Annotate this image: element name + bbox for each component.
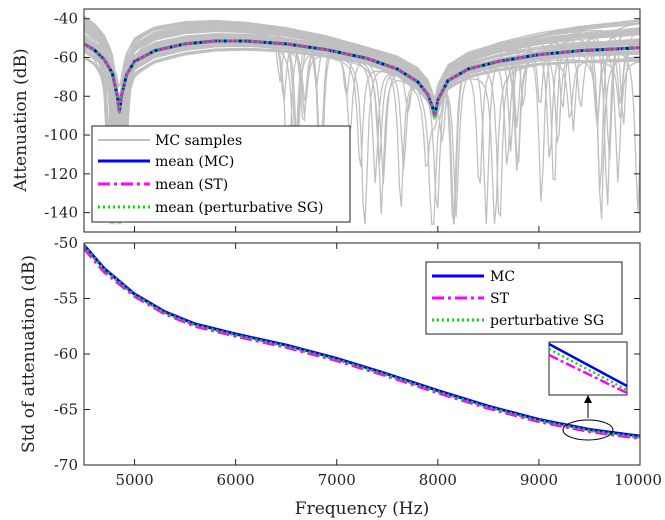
mc-sample-line <box>84 17 640 181</box>
panel2-series <box>84 244 640 440</box>
mc-sample-line <box>84 24 640 174</box>
panel2-ytick-label: -60 <box>54 345 78 363</box>
legend-mc-label: MC <box>490 269 515 285</box>
panel2-ytick-label: -65 <box>54 401 78 419</box>
legend-2: MC ST perturbative SG <box>425 261 623 335</box>
panel1-series-mean-perturbative-sg- <box>84 39 640 118</box>
mc-sample-line <box>84 27 640 217</box>
panel1-ytick-label: -100 <box>44 126 78 144</box>
legend-mean-st-label: mean (ST) <box>155 177 228 193</box>
xlabel-frequency: Frequency (Hz) <box>295 499 429 519</box>
zoom-ellipse <box>562 419 614 441</box>
legend-mean-sg-label: mean (perturbative SG) <box>155 200 323 216</box>
panel2-xtick-label: 5000 <box>115 471 153 489</box>
panel2-xtick-label: 10000 <box>614 471 662 489</box>
legend-sg-label: perturbative SG <box>490 313 604 329</box>
ylabel-std: Std of attenuation (dB) <box>19 255 39 453</box>
legend-1: MC samples mean (MC) mean (ST) mean (per… <box>91 125 351 223</box>
panel1-ytick-label: -40 <box>54 10 78 28</box>
panel2-xtick-label: 9000 <box>520 471 558 489</box>
panel2-yticks: -50 -55 -60 -65 -70 <box>54 234 640 474</box>
zoom-inset-st-line <box>548 353 628 395</box>
legend-mean-mc-label: mean (MC) <box>155 154 234 170</box>
ylabel-attenuation: Attenuation (dB) <box>11 48 31 192</box>
zoom-inset-mc-line <box>548 342 628 388</box>
panel2-xtick-label: 7000 <box>318 471 356 489</box>
panel1-ytick-label: -140 <box>44 204 78 222</box>
mc-sample-line <box>84 42 640 225</box>
mc-sample-line <box>84 35 640 163</box>
panel1-series <box>84 39 640 118</box>
mc-sample-line <box>84 33 640 188</box>
mc-sample-line <box>84 29 640 225</box>
panel1-ytick-label: -120 <box>44 165 78 183</box>
panel1-ytick-label: -80 <box>54 87 78 105</box>
zoom-annotation <box>548 341 628 441</box>
axes-frame-1 <box>83 8 641 233</box>
panel2-ytick-label: -50 <box>54 234 78 252</box>
panel2-series-perturbative-sg <box>84 245 640 439</box>
panel1-yticks: -40 -60 -80 -100 -120 -140 <box>44 10 640 222</box>
panel2-xtick-label: 6000 <box>217 471 255 489</box>
panel-attenuation: -40 -60 -80 -100 -120 -140 Attenuation (dB) M… <box>11 8 641 233</box>
zoom-arrow-head <box>584 395 592 403</box>
panel1-ytick-label: -60 <box>54 48 78 66</box>
mc-sample-line <box>84 15 640 225</box>
panel-std: -50 -55 -60 -65 -70 5000 6000 7000 8000 9000 1000… <box>19 226 662 519</box>
legend-st-label: ST <box>490 291 510 307</box>
panel2-xticks: 5000 6000 7000 8000 9000 10000 <box>115 226 662 489</box>
panel2-xtick-label: 8000 <box>419 471 457 489</box>
panel2-ytick-label: -70 <box>54 456 78 474</box>
legend-mc-samples-label: MC samples <box>155 133 242 149</box>
panel2-ytick-label: -55 <box>54 290 78 308</box>
